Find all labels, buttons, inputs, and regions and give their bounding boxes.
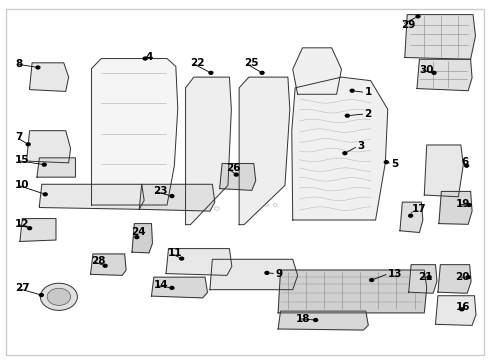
Circle shape (265, 271, 269, 274)
Circle shape (314, 319, 318, 321)
Text: 10: 10 (15, 180, 29, 190)
Circle shape (466, 276, 470, 279)
Polygon shape (132, 224, 152, 253)
Polygon shape (436, 296, 476, 325)
Circle shape (465, 164, 468, 167)
Polygon shape (139, 184, 215, 211)
Circle shape (135, 236, 139, 239)
Circle shape (350, 89, 354, 92)
Text: 28: 28 (92, 256, 106, 266)
Text: 27: 27 (15, 283, 30, 293)
Text: 3: 3 (357, 141, 364, 151)
Polygon shape (417, 59, 472, 91)
Polygon shape (186, 77, 231, 225)
Text: 24: 24 (131, 227, 146, 237)
Polygon shape (39, 184, 144, 209)
Polygon shape (239, 77, 290, 225)
Polygon shape (30, 63, 69, 91)
Circle shape (42, 163, 46, 166)
Text: 14: 14 (153, 280, 168, 291)
Text: 15: 15 (15, 156, 29, 165)
Text: 1: 1 (365, 87, 371, 98)
Polygon shape (293, 48, 342, 94)
Circle shape (209, 71, 213, 74)
Circle shape (43, 193, 47, 196)
Polygon shape (37, 158, 75, 177)
Circle shape (36, 66, 40, 69)
Text: 18: 18 (296, 314, 311, 324)
Polygon shape (278, 270, 427, 313)
Text: 8: 8 (15, 59, 22, 69)
Circle shape (180, 257, 184, 260)
Circle shape (26, 143, 30, 146)
Polygon shape (92, 59, 178, 205)
Text: 7: 7 (15, 132, 23, 142)
Text: 25: 25 (244, 58, 259, 68)
Circle shape (260, 71, 264, 74)
Polygon shape (278, 311, 368, 330)
Text: 22: 22 (191, 58, 205, 68)
Circle shape (103, 264, 107, 267)
Circle shape (40, 283, 77, 310)
Text: 13: 13 (388, 269, 402, 279)
Text: 30: 30 (419, 65, 434, 75)
Circle shape (343, 152, 347, 155)
Text: 11: 11 (168, 248, 182, 257)
Text: 9: 9 (275, 269, 282, 279)
Polygon shape (20, 219, 56, 242)
Text: 26: 26 (226, 163, 241, 173)
Polygon shape (166, 249, 232, 275)
Circle shape (416, 15, 420, 18)
Polygon shape (438, 265, 471, 293)
Text: 23: 23 (153, 186, 168, 197)
Polygon shape (292, 77, 388, 220)
Polygon shape (91, 254, 126, 275)
Circle shape (370, 279, 374, 282)
Text: 20: 20 (456, 272, 470, 282)
Circle shape (28, 227, 31, 230)
Polygon shape (27, 131, 71, 163)
Circle shape (384, 161, 388, 163)
Polygon shape (439, 192, 472, 224)
Polygon shape (151, 277, 207, 298)
Text: 17: 17 (412, 204, 427, 214)
Circle shape (460, 308, 464, 311)
Circle shape (427, 276, 431, 279)
Circle shape (39, 294, 43, 296)
Circle shape (409, 214, 413, 217)
Circle shape (234, 173, 238, 176)
Text: 4: 4 (145, 52, 152, 62)
Polygon shape (400, 202, 423, 233)
Circle shape (47, 288, 71, 305)
Polygon shape (405, 15, 475, 59)
Circle shape (432, 71, 436, 74)
Text: 2: 2 (365, 109, 371, 119)
Polygon shape (210, 259, 297, 290)
Polygon shape (424, 145, 463, 197)
Text: 29: 29 (401, 19, 416, 30)
Text: 16: 16 (456, 302, 470, 312)
Text: 12: 12 (15, 219, 29, 229)
Circle shape (143, 57, 147, 60)
Text: 6: 6 (462, 157, 469, 167)
Circle shape (170, 195, 174, 198)
Circle shape (345, 114, 349, 117)
Text: 5: 5 (391, 159, 398, 169)
Circle shape (467, 203, 471, 206)
Polygon shape (220, 163, 256, 190)
Circle shape (170, 287, 174, 289)
Text: 19: 19 (456, 199, 470, 209)
Polygon shape (409, 265, 437, 293)
Text: 21: 21 (418, 272, 433, 282)
